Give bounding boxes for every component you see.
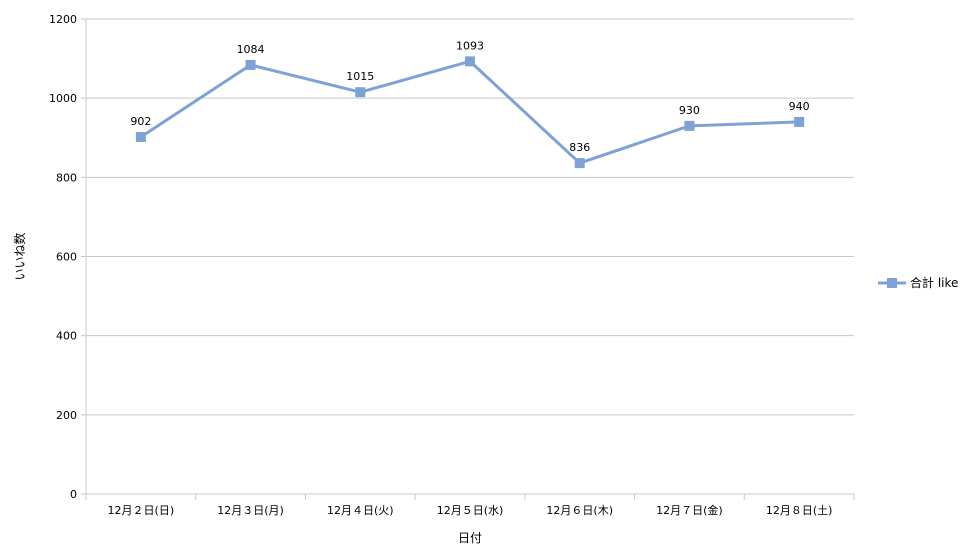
data-label: 902	[130, 115, 151, 128]
y-tick-label: 400	[56, 330, 77, 343]
y-axis-title: いいね数	[12, 232, 27, 280]
legend-marker-swatch	[887, 278, 897, 288]
y-tick-label: 1200	[49, 13, 77, 26]
data-label: 930	[679, 104, 700, 117]
gridlines	[86, 18, 854, 416]
legend-label: 合計 like	[910, 275, 958, 290]
y-axis-ticks: 0 200 400 600 800 1000 1200	[49, 13, 86, 501]
y-tick-label: 200	[56, 409, 77, 422]
x-tick-label: 12月４日(火)	[327, 504, 394, 517]
data-point-marker	[355, 87, 366, 98]
x-tick-label: 12月５日(水)	[437, 504, 504, 517]
series-line	[140, 59, 800, 165]
data-point-marker	[135, 131, 146, 142]
x-tick-label: 12月２日(日)	[108, 504, 175, 517]
y-tick-label: 0	[70, 488, 77, 501]
x-axis-title: 日付	[458, 531, 482, 545]
data-point-marker	[574, 158, 585, 169]
y-tick-label: 600	[56, 251, 77, 264]
x-axis-ticks: 12月２日(日) 12月３日(月) 12月４日(火) 12月５日(水) 12月６日(木)…	[85, 494, 855, 517]
data-point-marker	[684, 120, 695, 131]
data-labels: 902 1084 1015 1093 836 930 940	[130, 39, 809, 154]
data-label: 1015	[346, 70, 374, 83]
y-tick-label: 800	[56, 171, 77, 184]
legend: 合計 like	[878, 275, 958, 290]
data-label: 940	[789, 100, 810, 113]
data-label: 836	[569, 141, 590, 154]
x-tick-label: 12月３日(月)	[217, 504, 284, 517]
data-label: 1084	[237, 43, 265, 56]
y-tick-label: 1000	[49, 92, 77, 105]
x-tick-label: 12月８日(土)	[766, 504, 833, 517]
data-label: 1093	[456, 39, 484, 52]
x-tick-label: 12月６日(木)	[546, 504, 613, 517]
data-point-marker	[245, 59, 256, 70]
x-tick-label: 12月７日(金)	[656, 503, 723, 517]
series-layer	[135, 56, 805, 169]
data-point-marker	[794, 116, 805, 127]
data-point-marker	[465, 56, 475, 67]
